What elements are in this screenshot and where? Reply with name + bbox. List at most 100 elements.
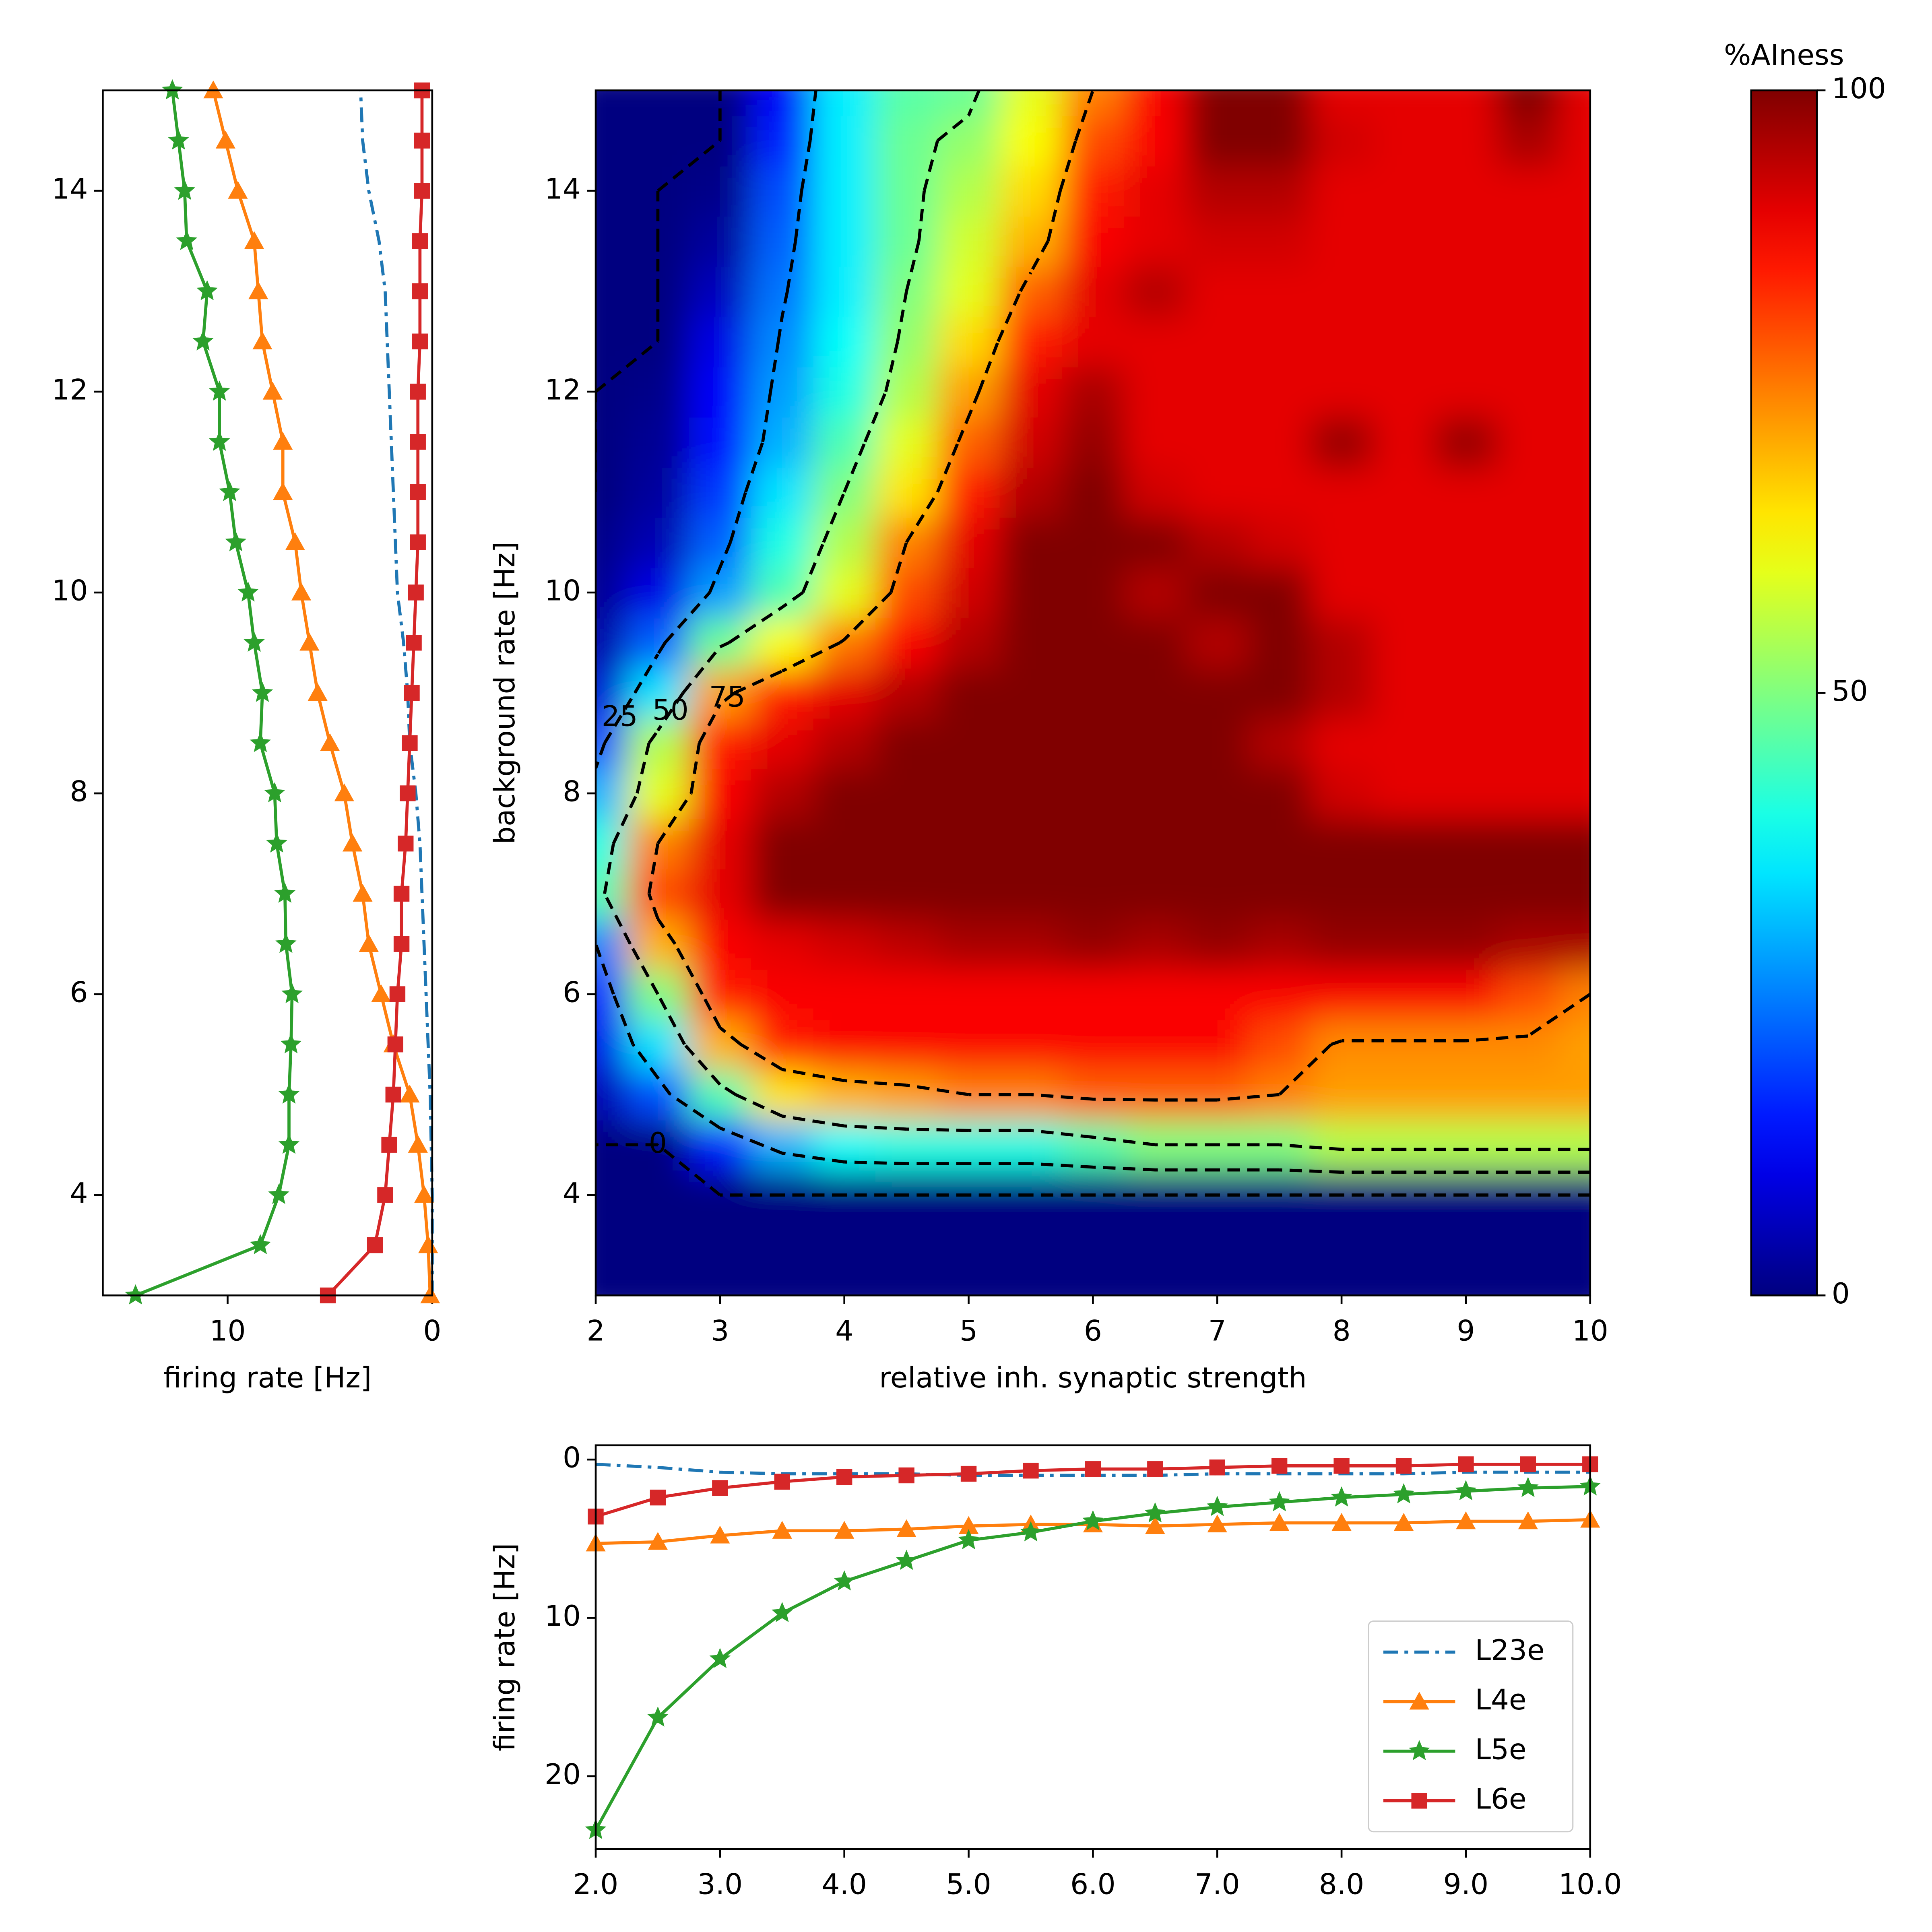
marker (648, 1532, 668, 1550)
heat-cell (1497, 668, 1560, 719)
heat-cell (1373, 467, 1436, 518)
heat-cell (999, 718, 1063, 769)
heat-cell (1435, 366, 1498, 418)
heat-cell (596, 869, 628, 920)
heat-cell (813, 517, 876, 568)
plot-frame (594, 1444, 1591, 1850)
heat-cell (1559, 316, 1590, 367)
heat-cell (999, 216, 1063, 267)
heat-cell (689, 1069, 752, 1121)
heat-cell (1310, 718, 1374, 769)
heat-cell (1497, 266, 1560, 317)
x-tick-label: 2 (586, 1314, 605, 1347)
heat-cell (813, 216, 876, 267)
heat-cell (999, 316, 1063, 367)
heat-cell (937, 417, 1001, 468)
heat-cell (596, 919, 628, 970)
heat-cell (1310, 1119, 1374, 1171)
heat-cell (1124, 165, 1187, 217)
heat-cell (875, 316, 939, 367)
heat-cell (999, 266, 1063, 317)
contour-line (647, 90, 1590, 1102)
heat-cell (1062, 969, 1125, 1020)
heat-cell (937, 919, 1001, 970)
marker (1517, 1477, 1539, 1497)
heat-cell (1435, 467, 1498, 518)
marker (1144, 1502, 1166, 1523)
heat-cell (1186, 1270, 1249, 1296)
heat-cell (813, 165, 876, 217)
heat-cell (1124, 718, 1187, 769)
marker (960, 1466, 977, 1482)
heat-cell (1062, 668, 1125, 719)
heat-cell (689, 768, 752, 819)
marker (244, 632, 265, 652)
colorbar (1750, 89, 1818, 1296)
marker (1269, 1491, 1290, 1511)
marker (291, 582, 312, 601)
y-tick-label: 14 (52, 172, 88, 206)
heat-cell (1062, 1220, 1125, 1271)
heat-cell (875, 517, 939, 568)
marker (168, 129, 189, 150)
y-tick-label: 20 (545, 1757, 581, 1791)
heat-cell (1062, 417, 1125, 468)
heat-cell (1559, 567, 1590, 619)
heat-cell (596, 115, 628, 167)
marker (1393, 1513, 1414, 1531)
heat-cell (813, 417, 876, 468)
heat-cell (1373, 417, 1436, 468)
heat-cell (937, 266, 1001, 317)
heat-cell (751, 115, 814, 167)
heat-cell (1248, 1270, 1311, 1296)
heat-cell (999, 617, 1063, 669)
heat-cell (937, 818, 1001, 869)
heat-cell (1435, 869, 1498, 920)
contour-line (596, 90, 1590, 1197)
heat-cell (1559, 617, 1590, 669)
marker (834, 1570, 855, 1591)
heat-cell (1435, 617, 1498, 669)
legend-label: L4e (1475, 1683, 1527, 1716)
marker (1331, 1486, 1352, 1507)
heat-cell (1124, 567, 1187, 619)
marker (371, 984, 391, 1002)
heat-cell (627, 1019, 690, 1070)
heat-cell (1248, 316, 1311, 367)
marker (1207, 1514, 1227, 1533)
heat-cell (1559, 266, 1590, 317)
heat-cell (1497, 768, 1560, 819)
heat-cell (627, 1270, 690, 1296)
y-axis-label: firing rate [Hz] (488, 1543, 521, 1751)
x-tick-label: 5.0 (946, 1868, 991, 1901)
colorbar-tick-label: 0 (1832, 1277, 1850, 1310)
heat-cell (813, 266, 876, 317)
heat-cell (1497, 1019, 1560, 1070)
marker (278, 1083, 300, 1104)
heat-cell (1373, 919, 1436, 970)
heat-cell (1435, 919, 1498, 970)
heat-cell (1559, 1069, 1590, 1121)
x-tick-label: 10.0 (1558, 1868, 1622, 1901)
heat-cell (937, 718, 1001, 769)
heat-cell (875, 617, 939, 669)
legend-marker (1409, 1692, 1429, 1710)
x-tick-label: 3 (711, 1314, 729, 1347)
heat-cell (1435, 517, 1498, 568)
heat-cell (937, 1270, 1001, 1296)
heat-cell (1248, 417, 1311, 468)
x-tick-label: 10 (1572, 1314, 1608, 1347)
marker (406, 635, 422, 651)
heat-cell (937, 316, 1001, 367)
y-tick-label: 10 (52, 574, 88, 607)
heat-cell (937, 668, 1001, 719)
heat-cell (1186, 165, 1249, 217)
heat-cell (1062, 1019, 1125, 1070)
heat-cell (875, 1069, 939, 1121)
heat-cell (999, 1019, 1063, 1070)
heat-cell (1186, 818, 1249, 869)
heat-cell (1186, 668, 1249, 719)
heat-cell (689, 266, 752, 317)
heat-cell (1248, 165, 1311, 217)
heat-cell (999, 818, 1063, 869)
